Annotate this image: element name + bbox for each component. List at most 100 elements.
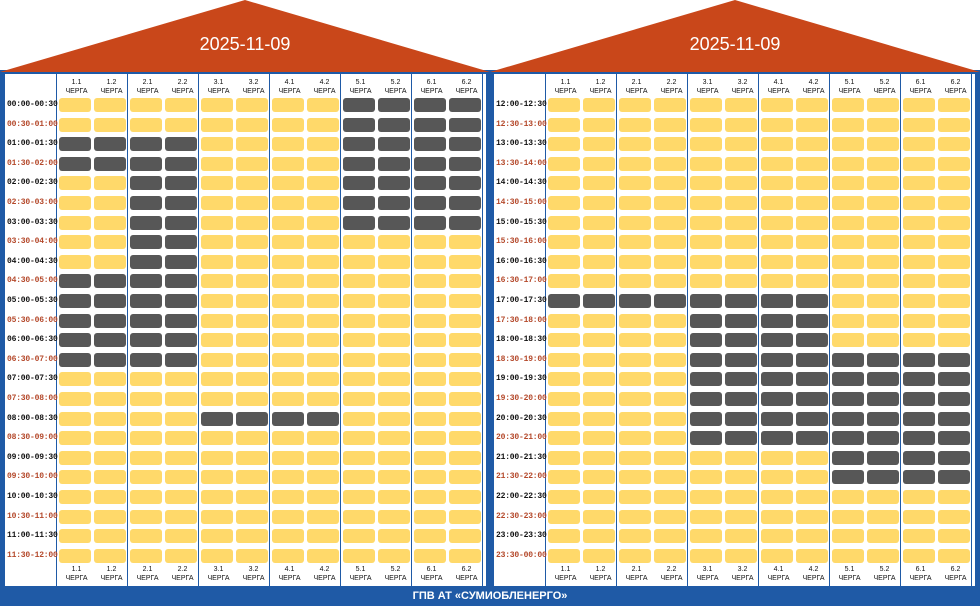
queue-number: 1.2 xyxy=(595,79,606,86)
power-on-cell xyxy=(59,411,91,426)
power-on-cell xyxy=(583,470,615,485)
power-on-cell xyxy=(583,372,615,387)
power-on-cell xyxy=(761,529,793,544)
time-slot-label: 14:30-15:00 xyxy=(496,198,547,207)
queue-number: 2.2 xyxy=(666,79,677,86)
power-on-cell xyxy=(654,509,686,524)
outage-cell xyxy=(725,372,757,387)
power-on-cell xyxy=(548,431,580,446)
power-on-cell xyxy=(690,98,722,112)
company-footer: ГПВ АТ «СУМИОБЛЕНЕРГО» xyxy=(412,590,568,602)
queue-header: 4.2 ЧЕРГА xyxy=(307,78,342,96)
power-on-cell xyxy=(236,509,268,524)
power-on-cell xyxy=(583,509,615,524)
time-slot-label: 01:30-02:00 xyxy=(7,158,58,168)
power-on-cell xyxy=(654,215,686,230)
power-on-cell xyxy=(272,313,304,328)
outage-cell xyxy=(59,294,91,308)
power-on-cell xyxy=(59,176,91,191)
power-on-cell xyxy=(414,333,446,348)
group-separator xyxy=(198,74,199,586)
power-on-cell xyxy=(583,196,615,210)
power-on-cell xyxy=(619,137,651,152)
power-on-cell xyxy=(761,235,793,250)
outage-cell xyxy=(867,392,899,406)
power-on-cell xyxy=(59,509,91,524)
time-slot-label: 19:00-19:30 xyxy=(496,374,547,384)
power-on-cell xyxy=(725,548,757,563)
queue-header: 3.1 ЧЕРГА xyxy=(690,78,725,96)
queue-footer: 5.1 ЧЕРГА xyxy=(343,565,378,583)
queue-number: 5.2 xyxy=(879,79,890,86)
power-on-cell xyxy=(832,196,864,210)
power-on-cell xyxy=(619,117,651,132)
power-on-cell xyxy=(449,509,481,524)
power-on-cell xyxy=(130,98,162,112)
power-on-cell xyxy=(236,137,268,152)
power-on-cell xyxy=(272,98,304,112)
power-on-cell xyxy=(272,294,304,308)
queue-word: ЧЕРГА xyxy=(767,88,790,95)
queue-footer: 5.2 ЧЕРГА xyxy=(867,565,902,583)
power-on-cell xyxy=(583,352,615,367)
group-separator xyxy=(900,74,901,586)
outage-cell xyxy=(761,313,793,328)
power-on-cell xyxy=(272,509,304,524)
power-on-cell xyxy=(201,431,233,446)
power-on-cell xyxy=(938,235,970,250)
power-on-cell xyxy=(201,313,233,328)
outage-cell xyxy=(94,274,126,289)
power-on-cell xyxy=(272,333,304,348)
queue-word: ЧЕРГА xyxy=(696,575,719,582)
time-slot-label: 10:00-10:30 xyxy=(7,492,58,501)
queue-number: 6.2 xyxy=(461,79,472,86)
power-on-cell xyxy=(867,235,899,250)
power-on-cell xyxy=(903,294,935,308)
queue-header: 6.2 ЧЕРГА xyxy=(938,78,973,96)
power-on-cell xyxy=(619,411,651,426)
time-slot-label: 07:00-07:30 xyxy=(7,374,58,384)
power-on-cell xyxy=(236,450,268,465)
outage-cell xyxy=(414,137,446,152)
outage-cell xyxy=(59,156,91,171)
power-on-cell xyxy=(272,450,304,465)
power-on-cell xyxy=(938,548,970,563)
power-on-cell xyxy=(938,529,970,544)
power-on-cell xyxy=(761,196,793,210)
power-on-cell xyxy=(548,392,580,406)
outage-cell xyxy=(94,333,126,348)
queue-number: 3.2 xyxy=(248,566,259,573)
power-on-cell xyxy=(725,450,757,465)
power-on-cell xyxy=(59,529,91,544)
time-slot-label: 19:30-20:00 xyxy=(496,394,547,403)
outage-cell xyxy=(378,176,410,191)
power-on-cell xyxy=(378,235,410,250)
power-on-cell xyxy=(725,137,757,152)
outage-cell xyxy=(414,117,446,132)
queue-word: ЧЕРГА xyxy=(589,88,612,95)
power-on-cell xyxy=(307,490,339,504)
power-on-cell xyxy=(938,509,970,524)
queue-word: ЧЕРГА xyxy=(802,575,825,582)
time-slot-label: 08:30-09:00 xyxy=(7,433,58,443)
power-on-cell xyxy=(619,372,651,387)
power-on-cell xyxy=(548,470,580,485)
queue-word: ЧЕРГА xyxy=(944,575,967,582)
power-on-cell xyxy=(236,176,268,191)
power-on-cell xyxy=(619,529,651,544)
outage-cell xyxy=(938,431,970,446)
power-on-cell xyxy=(867,294,899,308)
power-on-cell xyxy=(414,509,446,524)
power-on-cell xyxy=(761,176,793,191)
power-on-cell xyxy=(619,156,651,171)
power-on-cell xyxy=(307,431,339,446)
time-slot-label: 16:30-17:00 xyxy=(496,276,547,286)
power-on-cell xyxy=(272,176,304,191)
queue-header: 3.2 ЧЕРГА xyxy=(725,78,760,96)
outage-cell xyxy=(903,352,935,367)
power-on-cell xyxy=(449,529,481,544)
time-slot-label: 17:30-18:00 xyxy=(496,315,547,325)
power-on-cell xyxy=(867,548,899,563)
outage-cell xyxy=(449,98,481,112)
power-on-cell xyxy=(236,98,268,112)
